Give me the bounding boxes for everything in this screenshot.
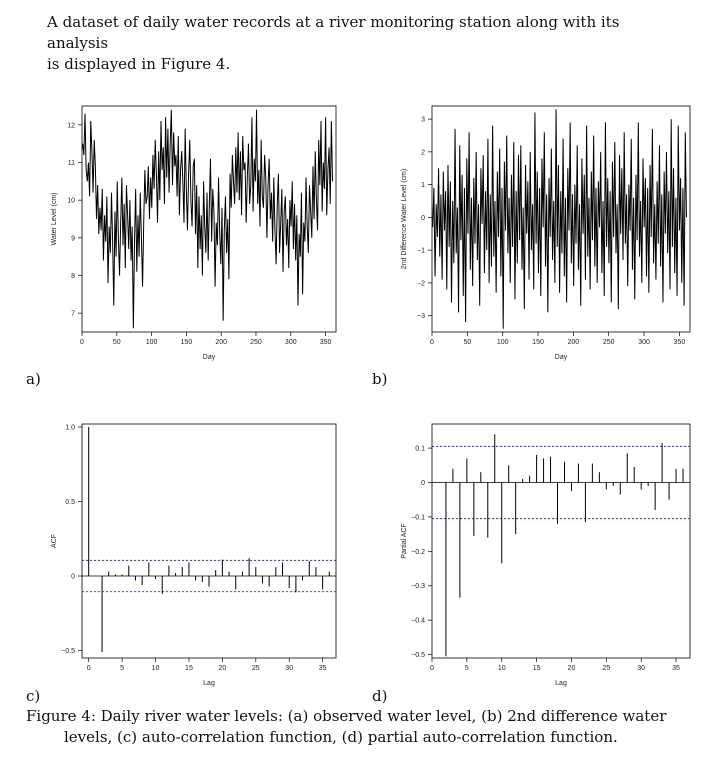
intro-text: A dataset of daily water records at a ri…	[47, 12, 667, 75]
x-tick-label: 150	[181, 339, 193, 346]
y-tick-label: 12	[67, 122, 75, 129]
x-tick-label: 35	[319, 665, 327, 672]
caption-line-2: levels, (c) auto-correlation function, (…	[64, 728, 618, 746]
plot-second-difference: 0 50 100 150 200 250 300 350 −3 −2 −1 0 1 2 3 Day 2nd Di…	[392, 100, 692, 361]
y-tick-label: −0.1	[411, 514, 425, 521]
intro-line-2: is displayed in Figure 4.	[47, 55, 231, 73]
y-tick-label: 9	[71, 235, 75, 242]
y-tick-label: 2	[421, 149, 425, 156]
y-tick-label: −0.5	[411, 652, 425, 659]
x-tick-label: 200	[215, 339, 227, 346]
y-tick-label: −0.2	[411, 549, 425, 556]
x-axis-label: Lag	[555, 680, 567, 687]
x-tick-label: 250	[250, 339, 262, 346]
x-tick-label: 50	[113, 339, 121, 346]
x-axis-label: Day	[203, 354, 216, 361]
series-line	[82, 109, 334, 329]
x-tick-label: 300	[638, 339, 650, 346]
x-tick-label: 30	[285, 665, 293, 672]
y-tick-label: −0.4	[411, 618, 425, 625]
x-tick-label: 25	[252, 665, 260, 672]
x-tick-label: 10	[498, 665, 506, 672]
y-tick-label: 0	[421, 480, 425, 487]
x-tick-label: 5	[465, 665, 469, 672]
plot-water-level: 0 50 100 150 200 250 300 350 7 8 9 10 11 12 Day Water L…	[40, 100, 340, 361]
x-tick-label: 5	[120, 665, 124, 672]
x-tick-label: 20	[568, 665, 576, 672]
plot-acf: 0 5 10 15 20 25 30 35 −0.5 0 0.5 1.0 Lag ACF	[40, 420, 340, 688]
chart-a-svg: 0 50 100 150 200 250 300 350 7 8 9 10 11 12 Day Water L…	[51, 105, 337, 361]
chart-b-svg: 0 50 100 150 200 250 300 350 −3 −2 −1 0 1 2 3 Day 2nd Di…	[401, 105, 691, 361]
y-tick-label: 10	[67, 198, 75, 205]
x-tick-label: 15	[533, 665, 541, 672]
y-axis-label: Partial ACF	[401, 523, 408, 558]
x-tick-label: 20	[218, 665, 226, 672]
x-tick-label: 300	[285, 339, 297, 346]
panel-label-c: c)	[26, 687, 41, 705]
y-tick-label: 0	[421, 215, 425, 222]
plot-frame	[81, 105, 337, 333]
x-tick-label: 0	[430, 339, 434, 346]
x-tick-label: 200	[568, 339, 580, 346]
y-tick-label: 0.5	[65, 499, 75, 506]
y-axis-label: Water Level (cm)	[51, 192, 58, 245]
y-tick-label: 3	[421, 117, 425, 124]
plot-frame	[431, 105, 691, 333]
y-tick-label: 0	[71, 574, 75, 581]
y-tick-label: 1	[421, 182, 425, 189]
plot-partial-acf: 0 5 10 15 20 25 30 35 −0.5 −0.4 −0.3 −0.2 −0.1 0 0.1 La…	[392, 420, 692, 688]
plot-frame	[431, 423, 691, 659]
y-tick-label: 7	[71, 311, 75, 318]
x-tick-label: 50	[463, 339, 471, 346]
y-tick-label: 11	[68, 160, 75, 167]
figure-caption: Figure 4: Daily river water levels: (a) …	[26, 706, 686, 748]
x-tick-label: 10	[152, 665, 160, 672]
x-tick-label: 150	[532, 339, 544, 346]
y-tick-label: −0.3	[411, 583, 425, 590]
panel-label-d: d)	[372, 687, 388, 705]
x-tick-label: 350	[674, 339, 686, 346]
series-line	[432, 109, 687, 329]
y-axis-label: ACF	[51, 534, 58, 548]
plot-frame	[81, 423, 337, 659]
x-tick-label: 0	[80, 339, 84, 346]
x-tick-label: 350	[320, 339, 332, 346]
chart-d-svg: 0 5 10 15 20 25 30 35 −0.5 −0.4 −0.3 −0.2 −0.1 0 0.1 La…	[401, 423, 691, 687]
x-tick-label: 100	[497, 339, 509, 346]
panel-label-b: b)	[372, 370, 388, 388]
x-tick-label: 30	[637, 665, 645, 672]
y-tick-label: −2	[417, 280, 425, 287]
panel-label-a: a)	[26, 370, 41, 388]
x-tick-label: 0	[87, 665, 91, 672]
x-tick-label: 35	[672, 665, 680, 672]
y-axis-label: 2nd Difference Water Level (cm)	[401, 169, 408, 269]
intro-line-1: A dataset of daily water records at a ri…	[47, 13, 620, 52]
x-tick-label: 250	[603, 339, 615, 346]
x-tick-label: 25	[602, 665, 610, 672]
x-axis-label: Lag	[203, 680, 215, 687]
x-tick-label: 15	[185, 665, 193, 672]
chart-c-svg: 0 5 10 15 20 25 30 35 −0.5 0 0.5 1.0 Lag ACF	[51, 423, 337, 687]
y-tick-label: 8	[71, 273, 75, 280]
x-axis-label: Day	[555, 354, 568, 361]
x-tick-label: 0	[430, 665, 434, 672]
y-tick-label: −1	[417, 248, 425, 255]
y-tick-label: 1.0	[65, 424, 75, 431]
x-tick-label: 100	[146, 339, 158, 346]
caption-line-1: Figure 4: Daily river water levels: (a) …	[26, 707, 667, 725]
y-tick-label: −0.5	[61, 648, 75, 655]
y-tick-label: 0.1	[415, 446, 425, 453]
y-tick-label: −3	[417, 313, 425, 320]
